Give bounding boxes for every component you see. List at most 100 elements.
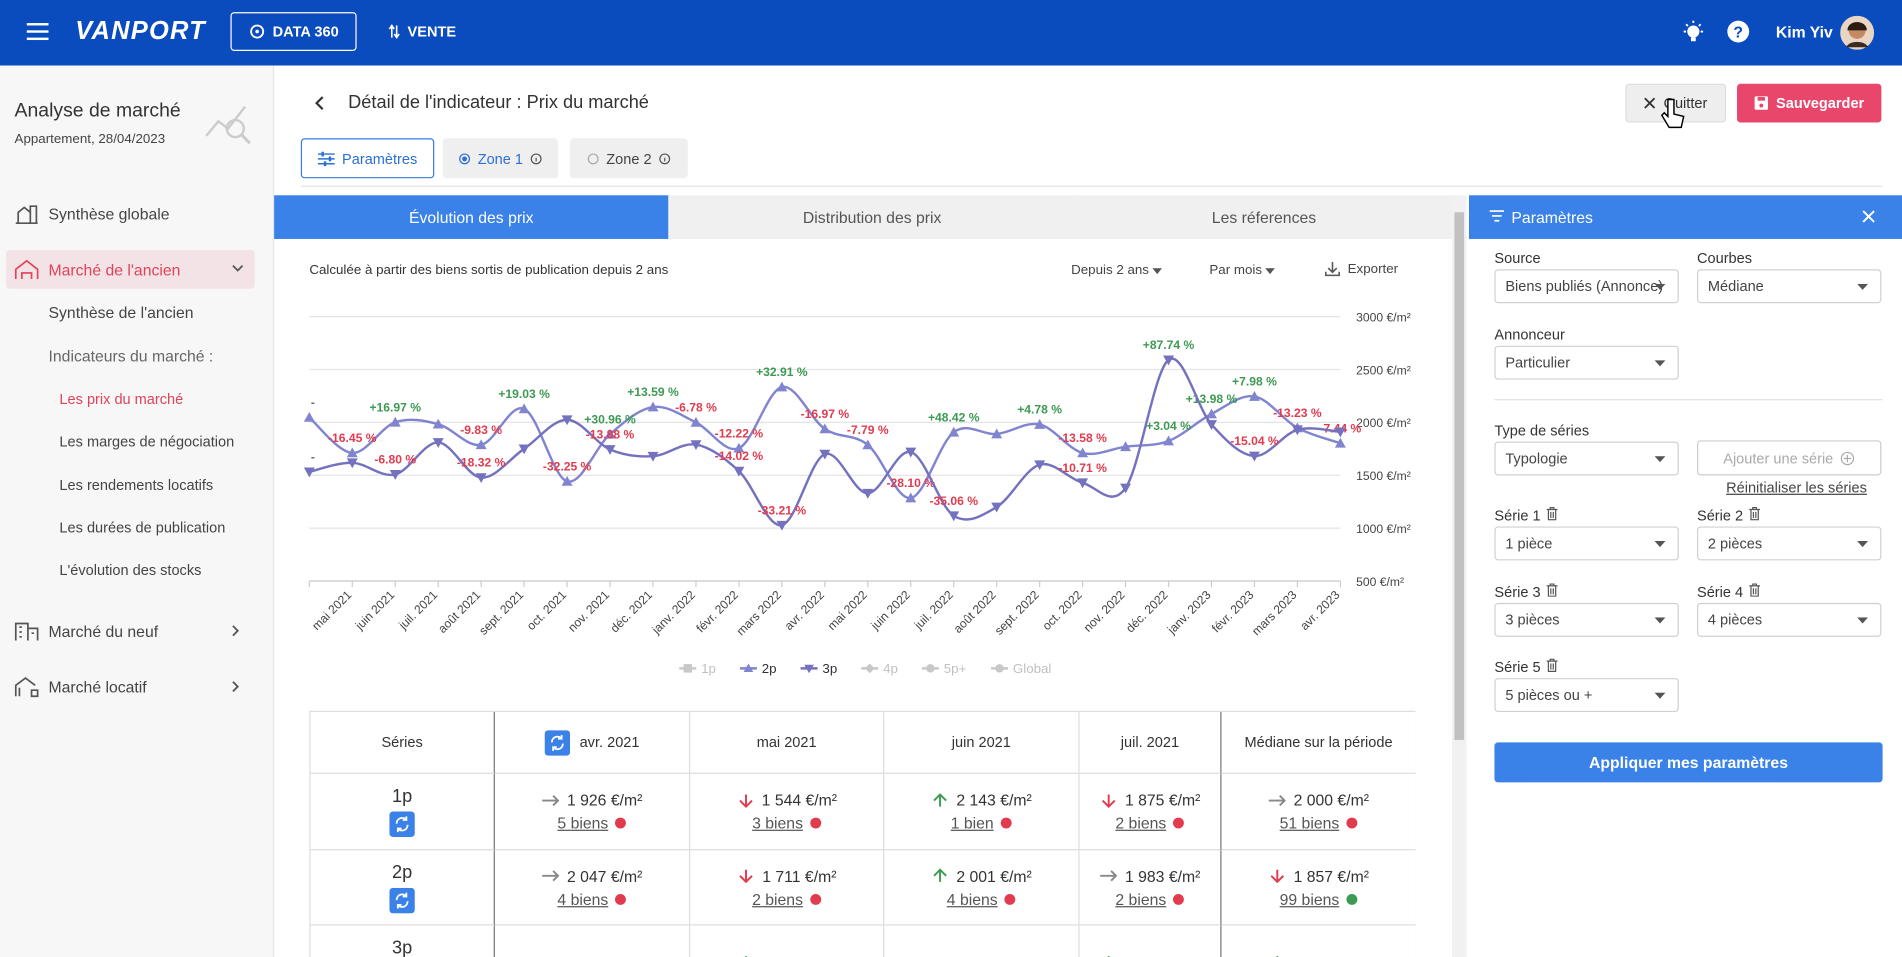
nav-item[interactable]: Les rendements locatifs bbox=[59, 476, 214, 494]
user-name[interactable]: Kim Yiv bbox=[1775, 23, 1833, 42]
trend-glyph bbox=[1100, 870, 1118, 882]
data-point bbox=[604, 445, 616, 455]
nav-item[interactable]: Les prix du marché bbox=[59, 390, 184, 408]
menu-icon[interactable] bbox=[26, 22, 49, 41]
nav-item[interactable]: Les marges de négociation bbox=[59, 433, 235, 451]
caret bbox=[1857, 617, 1869, 624]
back-icon[interactable] bbox=[313, 96, 325, 111]
nav-item[interactable]: Marché de l'ancien bbox=[48, 260, 181, 279]
count-line: 99 biens bbox=[1280, 890, 1358, 908]
theme-icon[interactable] bbox=[1680, 19, 1707, 46]
zone-label: Zone 2 bbox=[606, 149, 652, 167]
avatar[interactable] bbox=[1840, 15, 1875, 50]
legend-label[interactable]: 3p bbox=[822, 661, 837, 676]
mode-label: VENTE bbox=[407, 23, 457, 41]
export-button[interactable]: Exporter bbox=[1325, 261, 1398, 277]
field-label-text: Type de séries bbox=[1494, 422, 1590, 440]
apply-button[interactable]: Appliquer mes paramètres bbox=[1494, 742, 1883, 783]
select[interactable]: 3 pièces bbox=[1494, 602, 1679, 637]
select[interactable]: 4 pièces bbox=[1697, 602, 1882, 637]
select[interactable]: 5 pièces ou + bbox=[1494, 678, 1679, 713]
field-label: Courbes bbox=[1697, 250, 1752, 267]
tab[interactable]: Distribution des prix bbox=[668, 195, 1076, 239]
count-link[interactable]: 4 biens bbox=[946, 889, 998, 908]
legend-label[interactable]: 5p+ bbox=[944, 661, 967, 676]
scroll-thumb[interactable] bbox=[1454, 212, 1465, 740]
refresh-icon[interactable] bbox=[544, 729, 570, 756]
count-link[interactable]: 1 bien bbox=[950, 813, 994, 833]
icon-bg bbox=[389, 811, 415, 837]
x-tick-label: avr. 2022 bbox=[782, 588, 827, 633]
x-tick-label: janv. 2023 bbox=[1164, 588, 1214, 638]
count-link[interactable]: 51 biens bbox=[1279, 813, 1340, 833]
tab-active[interactable]: Évolution des prix bbox=[274, 195, 669, 239]
product-button[interactable]: DATA 360 bbox=[230, 12, 357, 51]
table-header: juin 2021 bbox=[884, 712, 1080, 774]
select-value: 5 pièces ou + bbox=[1505, 686, 1593, 704]
select[interactable]: Typologie bbox=[1494, 441, 1679, 476]
add-series-button[interactable]: Ajouter une série bbox=[1697, 440, 1882, 476]
delete-icon[interactable] bbox=[1546, 583, 1558, 597]
count-link[interactable]: 4 biens bbox=[557, 889, 609, 908]
count-link[interactable]: 2 biens bbox=[1115, 813, 1167, 833]
nav-item[interactable]: Marché du neuf bbox=[48, 622, 159, 641]
count-link[interactable]: 3 biens bbox=[752, 813, 803, 833]
nav-item[interactable]: Marché locatif bbox=[48, 678, 147, 697]
count-link[interactable]: 99 biens bbox=[1279, 889, 1340, 908]
chevron bbox=[232, 265, 244, 272]
refresh-icon[interactable] bbox=[389, 887, 415, 913]
tab[interactable]: Les réferences bbox=[1075, 195, 1452, 239]
price: 1 857 €/m² bbox=[1293, 866, 1369, 885]
data-point bbox=[948, 511, 960, 522]
logo[interactable]: VANPORT bbox=[75, 16, 206, 45]
chart: 500 €/m² 1000 €/m² 1500 €/m² 2000 €/m² 2500 … bbox=[303, 310, 1411, 676]
trend-glyph bbox=[933, 868, 948, 882]
icon-glyph bbox=[395, 892, 409, 908]
select[interactable]: 1 pièce bbox=[1494, 526, 1679, 561]
scrollbar[interactable] bbox=[1451, 195, 1467, 957]
help-icon[interactable]: ? bbox=[1726, 19, 1750, 43]
nav-item[interactable]: L'évolution des stocks bbox=[59, 561, 202, 579]
nav-item[interactable]: Synthèse de l'ancien bbox=[48, 303, 194, 322]
mode-button[interactable]: VENTE bbox=[383, 12, 461, 51]
panel-close[interactable] bbox=[1862, 210, 1875, 223]
params-button[interactable]: Paramètres bbox=[300, 138, 435, 179]
change-label: -13.23 % bbox=[1273, 406, 1322, 420]
data-point bbox=[690, 440, 702, 451]
count-link[interactable]: 2 biens bbox=[1115, 889, 1167, 908]
count-link[interactable]: 5 biens bbox=[557, 813, 609, 833]
reset-link[interactable]: Réinitialiser les séries bbox=[1726, 479, 1867, 497]
legend-label[interactable]: Global bbox=[1013, 661, 1052, 676]
count-link[interactable]: 2 biens bbox=[752, 889, 803, 908]
select[interactable]: Médiane bbox=[1697, 269, 1882, 304]
change-label: -7.79 % bbox=[847, 423, 889, 437]
delete-icon[interactable] bbox=[1749, 507, 1761, 521]
select[interactable]: Particulier bbox=[1494, 345, 1679, 380]
select[interactable]: 2 pièces bbox=[1697, 526, 1882, 561]
nav-item[interactable]: Les durées de publication bbox=[59, 519, 226, 537]
trend-glyph bbox=[542, 794, 560, 806]
delete-icon[interactable] bbox=[1546, 658, 1558, 673]
header-label: juil. 2021 bbox=[1120, 733, 1180, 751]
legend-label[interactable]: 2p bbox=[762, 661, 777, 676]
legend-label[interactable]: 1p bbox=[701, 661, 716, 676]
delete-icon[interactable] bbox=[1546, 507, 1558, 521]
change-label: -9.83 % bbox=[460, 423, 502, 437]
nav-item[interactable]: Synthèse globale bbox=[48, 204, 170, 224]
data-point bbox=[1034, 419, 1046, 429]
period-select[interactable]: Depuis 2 ans bbox=[1071, 263, 1163, 278]
zone-button[interactable]: Zone 1 bbox=[442, 138, 558, 179]
caret bbox=[1654, 692, 1666, 699]
x-tick-label: mars 2023 bbox=[1249, 588, 1300, 639]
refresh-icon[interactable] bbox=[389, 811, 415, 837]
table-header: Médiane sur la période bbox=[1221, 712, 1416, 774]
step-select[interactable]: Par mois bbox=[1209, 263, 1276, 278]
save-button[interactable]: Sauvegarder bbox=[1737, 83, 1882, 123]
legend-label[interactable]: 4p bbox=[883, 661, 898, 676]
data-point bbox=[1120, 441, 1132, 452]
delete-icon[interactable] bbox=[1749, 583, 1761, 597]
count-line: 5 biens bbox=[557, 813, 627, 833]
select[interactable]: Biens publiés (Annonce) bbox=[1494, 269, 1679, 304]
zone-button[interactable]: Zone 2 bbox=[570, 138, 688, 179]
